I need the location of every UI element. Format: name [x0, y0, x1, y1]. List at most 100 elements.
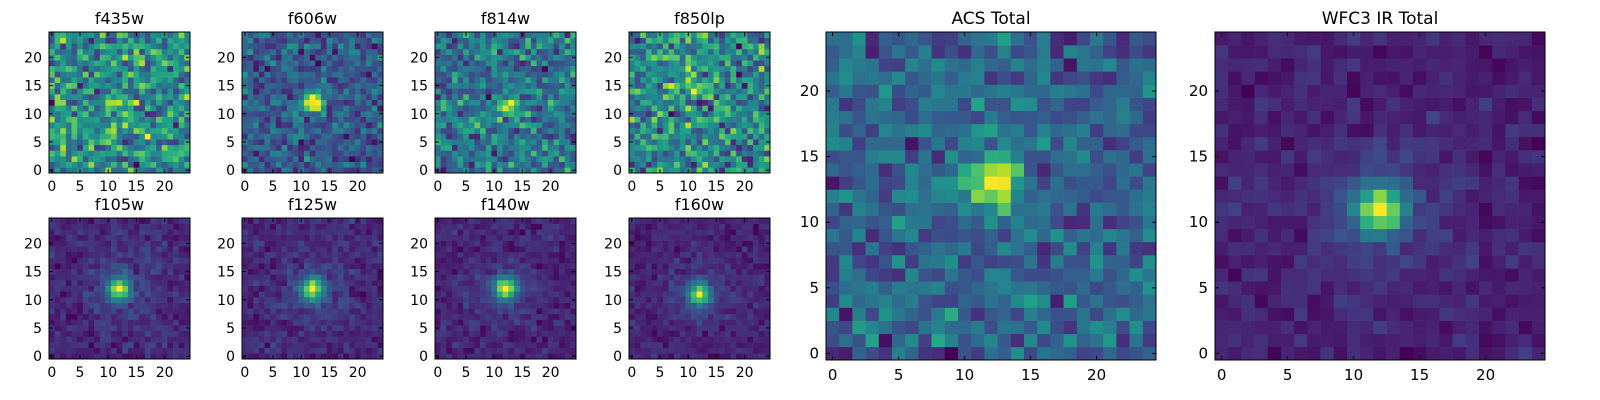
heatmap-cell [99, 347, 106, 354]
heatmap-cell [60, 308, 67, 315]
heatmap-cell [161, 285, 168, 292]
heatmap-cell [354, 285, 361, 292]
heatmap-cell [547, 234, 554, 241]
heatmap-cell [304, 229, 310, 236]
heatmap-cell [564, 150, 571, 157]
heatmap-cell [629, 308, 635, 315]
heatmap-cell [281, 82, 288, 89]
heatmap-cell [497, 99, 503, 106]
heatmap-cell [451, 240, 458, 247]
heatmap-cell [116, 285, 123, 292]
heatmap-cell [377, 105, 384, 112]
heatmap-cell [139, 330, 146, 337]
heatmap-cell [178, 161, 185, 168]
heatmap-cell [161, 229, 168, 236]
heatmap-cell [747, 105, 754, 112]
heatmap-cell [366, 223, 373, 230]
heatmap-cell [184, 88, 191, 95]
heatmap-cell [116, 116, 123, 123]
heatmap-cell [247, 330, 254, 337]
heatmap-cell [94, 99, 101, 106]
heatmap-cell [111, 302, 117, 309]
heatmap-cell [264, 156, 271, 163]
heatmap-cell [264, 54, 271, 61]
heatmap-cell [105, 285, 112, 292]
heatmap-cell [99, 325, 106, 332]
heatmap-cell [349, 122, 356, 129]
heatmap-cell [485, 313, 492, 320]
heatmap-cell [707, 285, 714, 292]
heatmap-cell [320, 110, 327, 117]
heatmap-cell [542, 223, 549, 230]
heatmap-cell [564, 167, 571, 174]
heatmap-cell [668, 133, 675, 140]
heatmap-cell [480, 280, 487, 286]
x-tick-label: 5 [269, 365, 278, 381]
heatmap-cell [161, 325, 168, 332]
heatmap-cell [178, 291, 185, 298]
heatmap-cell [691, 65, 697, 72]
heatmap-cell [281, 54, 288, 61]
heatmap-cell [674, 336, 681, 343]
heatmap-cell [287, 274, 294, 281]
heatmap-cell [530, 133, 537, 140]
heatmap-cell [525, 268, 532, 275]
heatmap-cell [435, 302, 441, 309]
heatmap-cell [679, 319, 686, 326]
heatmap-cell [691, 319, 697, 326]
heatmap-cell [309, 274, 316, 281]
heatmap-cell [629, 37, 635, 44]
heatmap-cell [77, 48, 84, 55]
heatmap-cell [485, 291, 492, 298]
heatmap-cell [724, 88, 731, 95]
heatmap-cell [178, 71, 185, 78]
heatmap-cell [360, 110, 367, 117]
heatmap-cell [326, 161, 333, 168]
heatmap-cell [530, 274, 537, 281]
heatmap-cell [719, 342, 726, 349]
heatmap-cell [519, 330, 526, 337]
heatmap-cell [99, 65, 106, 72]
heatmap-cell [332, 48, 339, 55]
heatmap-cell [65, 48, 72, 55]
heatmap-cell [49, 263, 55, 270]
heatmap-cell [657, 71, 664, 78]
heatmap-cell [741, 161, 748, 168]
heatmap-cell [674, 280, 681, 286]
heatmap-cell [435, 285, 441, 292]
heatmap-cell [657, 161, 664, 168]
heatmap-cell [640, 32, 647, 38]
heatmap-cell [94, 218, 101, 224]
heatmap-cell [451, 251, 458, 258]
heatmap-cell [320, 105, 327, 112]
heatmap-cell [150, 285, 157, 292]
heatmap-cell [349, 77, 356, 84]
heatmap-cell [54, 308, 61, 315]
heatmap-cell [150, 234, 157, 241]
heatmap-cell [71, 133, 78, 140]
heatmap-cell [360, 144, 367, 151]
heatmap-cell [468, 37, 475, 44]
heatmap-cell [662, 167, 669, 174]
heatmap-cell [253, 234, 260, 241]
y-tick-label: 0 [226, 163, 235, 179]
heatmap-cell [377, 48, 384, 55]
heatmap-cell [54, 296, 61, 303]
heatmap-cell [173, 229, 180, 236]
heatmap-cell [536, 32, 543, 38]
heatmap-cell [679, 285, 686, 292]
heatmap-cell [354, 325, 361, 332]
heatmap-cell [320, 229, 327, 236]
heatmap-cell [144, 263, 151, 270]
heatmap-cell [343, 127, 350, 134]
heatmap-cell [440, 223, 447, 230]
heatmap-cell [99, 336, 106, 343]
heatmap-cell [542, 291, 549, 298]
heatmap-cell [88, 82, 95, 89]
heatmap-cell [480, 257, 487, 264]
heatmap-cell [127, 296, 134, 303]
heatmap-cell [360, 105, 367, 112]
heatmap-cell [360, 325, 367, 332]
heatmap-cell [264, 218, 271, 224]
heatmap-cell [275, 313, 282, 320]
